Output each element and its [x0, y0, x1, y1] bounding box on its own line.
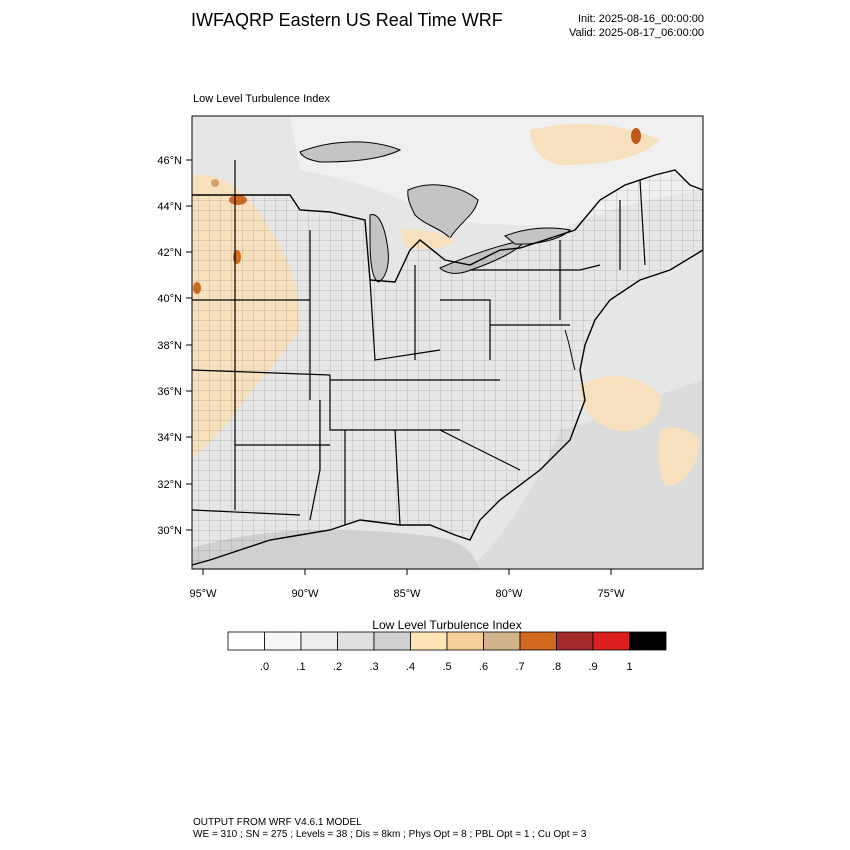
colorbar-tick-label: .7	[515, 661, 524, 673]
lat-label: 44°N	[157, 201, 182, 213]
lon-label: 95°W	[189, 588, 217, 600]
lat-label: 34°N	[157, 432, 182, 444]
colorbar-swatch	[300, 631, 338, 651]
lat-label: 40°N	[157, 293, 182, 305]
turbulence-map: 46°N 44°N 42°N 40°N 38°N 36°N 34°N 32°N …	[157, 115, 704, 600]
colorbar-tick-label: .9	[588, 661, 597, 673]
lat-label: 36°N	[157, 386, 182, 398]
state-borders	[192, 160, 646, 526]
valid-time: Valid: 2025-08-17_06:00:00	[569, 27, 704, 39]
lat-label: 38°N	[157, 340, 182, 352]
colorbar-tick-label: .1	[296, 661, 305, 673]
colorbar-tick-label: .8	[552, 661, 561, 673]
lake-michigan	[369, 214, 389, 283]
lon-label: 80°W	[495, 588, 523, 600]
chesapeake-bay	[564, 329, 576, 371]
colorbar-tick-label: .0	[260, 661, 269, 673]
map-title: IWFAQRP Eastern US Real Time WRF	[191, 10, 503, 30]
atlantic-ocean	[470, 380, 703, 569]
colorbar-swatch	[556, 631, 594, 651]
lat-label: 32°N	[157, 479, 182, 491]
lake-superior	[299, 141, 402, 163]
map-frame	[191, 115, 704, 570]
turbulence-hotspot	[631, 128, 641, 144]
colorbar-tick-label: .6	[479, 661, 488, 673]
colorbar-title: Low Level Turbulence Index	[372, 618, 522, 632]
lon-label: 90°W	[291, 588, 319, 600]
turbulence-area-michigan	[400, 229, 455, 250]
colorbar-swatch	[446, 631, 484, 651]
lat-label: 42°N	[157, 247, 182, 259]
init-time: Init: 2025-08-16_00:00:00	[578, 13, 704, 25]
colorbar-tick-label: 1	[626, 661, 632, 673]
colorbar-swatch	[483, 631, 521, 651]
lat-label: 46°N	[157, 155, 182, 167]
colorbar-tick-label: .2	[333, 661, 342, 673]
colorbar-swatch	[410, 631, 448, 651]
colorbar-swatch	[519, 631, 557, 651]
colorbar-swatch	[373, 631, 411, 651]
turbulence-area-atlantic	[580, 376, 661, 431]
colorbar: .0 .1 .2 .3 .4 .5 .6 .7 .8 .9 1	[227, 631, 667, 673]
footer-model-info: OUTPUT FROM WRF V4.6.1 MODEL	[193, 817, 362, 828]
colorbar-swatch	[592, 631, 630, 651]
colorbar-swatch	[629, 631, 667, 651]
lat-label: 30°N	[157, 525, 182, 537]
panel-label: Low Level Turbulence Index	[193, 93, 330, 105]
colorbar-swatch	[264, 631, 302, 651]
colorbar-tick-label: .3	[369, 661, 378, 673]
turbulence-area-offshore	[657, 427, 700, 486]
colorbar-tick-label: .5	[442, 661, 451, 673]
lon-label: 75°W	[597, 588, 625, 600]
turbulence-area-canada	[530, 124, 660, 165]
lon-label: 85°W	[393, 588, 421, 600]
colorbar-swatch	[227, 631, 265, 651]
colorbar-tick-label: .4	[406, 661, 415, 673]
colorbar-swatch	[337, 631, 375, 651]
footer-run-config: WE = 310 ; SN = 275 ; Levels = 38 ; Dis …	[193, 829, 587, 840]
turbulence-hotspot	[211, 179, 219, 187]
lake-ontario	[504, 227, 572, 245]
